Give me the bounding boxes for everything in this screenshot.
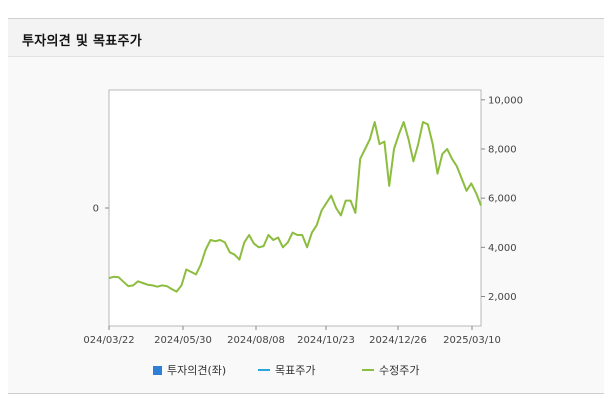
legend-label-target-price: 목표주가 [275, 364, 316, 377]
legend-item-adjusted-price[interactable]: 수정주가 [362, 362, 419, 378]
x-tick-label: 2024/12/26 [369, 335, 427, 346]
legend-item-target-price[interactable]: 목표주가 [258, 362, 315, 378]
x-tick-label: 2024/10/23 [297, 335, 355, 346]
x-tick-label: 2024/05/30 [154, 335, 212, 346]
panel-title: 투자의견 및 목표주가 [22, 34, 142, 49]
plot-frame [108, 89, 482, 327]
adjusted-price-swatch-icon [362, 369, 374, 371]
opinion-swatch-icon [153, 365, 162, 375]
adjusted-price-line [108, 121, 482, 293]
legend-item-opinion[interactable]: 투자의견(좌) [153, 362, 226, 378]
y-right-tick-label: 2,000 [488, 292, 517, 303]
y-left-tick-label: 0 [93, 204, 99, 215]
x-tick-label: 024/03/22 [83, 335, 134, 346]
x-tick-label: 2025/03/10 [443, 335, 501, 346]
chart-legend: 투자의견(좌) 목표주가 수정주가 [0, 362, 612, 378]
legend-label-adjusted-price: 수정주가 [379, 364, 420, 377]
x-tick-label: 2024/08/08 [227, 335, 285, 346]
target-price-swatch-icon [258, 369, 270, 371]
legend-label-opinion: 투자의견(좌) [167, 364, 227, 377]
panel-header: 투자의견 및 목표주가 [8, 19, 604, 57]
y-right-tick-label: 10,000 [488, 95, 523, 106]
y-right-tick-label: 8,000 [488, 145, 517, 156]
y-right-tick-label: 6,000 [488, 194, 517, 205]
y-right-tick-label: 4,000 [488, 243, 517, 254]
